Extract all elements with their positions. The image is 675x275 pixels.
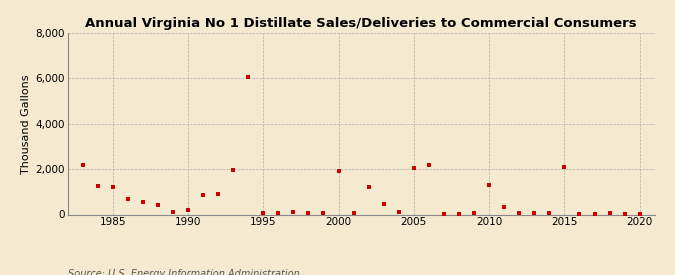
Point bbox=[604, 211, 615, 216]
Point bbox=[333, 169, 344, 174]
Point bbox=[589, 212, 600, 216]
Point bbox=[77, 162, 88, 167]
Point bbox=[318, 211, 329, 215]
Point bbox=[288, 210, 299, 214]
Point bbox=[408, 166, 419, 170]
Point bbox=[122, 196, 133, 201]
Point bbox=[153, 203, 163, 208]
Text: Source: U.S. Energy Information Administration: Source: U.S. Energy Information Administ… bbox=[68, 269, 299, 275]
Point bbox=[529, 211, 540, 216]
Point bbox=[92, 184, 103, 188]
Point bbox=[499, 204, 510, 209]
Point bbox=[227, 168, 238, 172]
Point bbox=[514, 211, 524, 216]
Point bbox=[213, 192, 223, 196]
Point bbox=[303, 210, 314, 215]
Point bbox=[394, 210, 404, 214]
Point bbox=[258, 211, 269, 216]
Point bbox=[484, 183, 495, 187]
Point bbox=[167, 209, 178, 214]
Point bbox=[619, 212, 630, 216]
Point bbox=[273, 210, 284, 215]
Point bbox=[559, 165, 570, 169]
Point bbox=[468, 211, 479, 216]
Title: Annual Virginia No 1 Distillate Sales/Deliveries to Commercial Consumers: Annual Virginia No 1 Distillate Sales/De… bbox=[85, 17, 637, 31]
Point bbox=[544, 211, 555, 215]
Point bbox=[138, 200, 148, 204]
Point bbox=[198, 193, 209, 197]
Point bbox=[378, 202, 389, 207]
Point bbox=[363, 185, 374, 189]
Point bbox=[348, 210, 359, 215]
Point bbox=[439, 212, 450, 216]
Point bbox=[423, 162, 434, 167]
Y-axis label: Thousand Gallons: Thousand Gallons bbox=[21, 74, 31, 174]
Point bbox=[454, 212, 464, 216]
Point bbox=[634, 212, 645, 216]
Point bbox=[243, 75, 254, 79]
Point bbox=[182, 208, 193, 212]
Point bbox=[107, 185, 118, 189]
Point bbox=[574, 211, 585, 216]
